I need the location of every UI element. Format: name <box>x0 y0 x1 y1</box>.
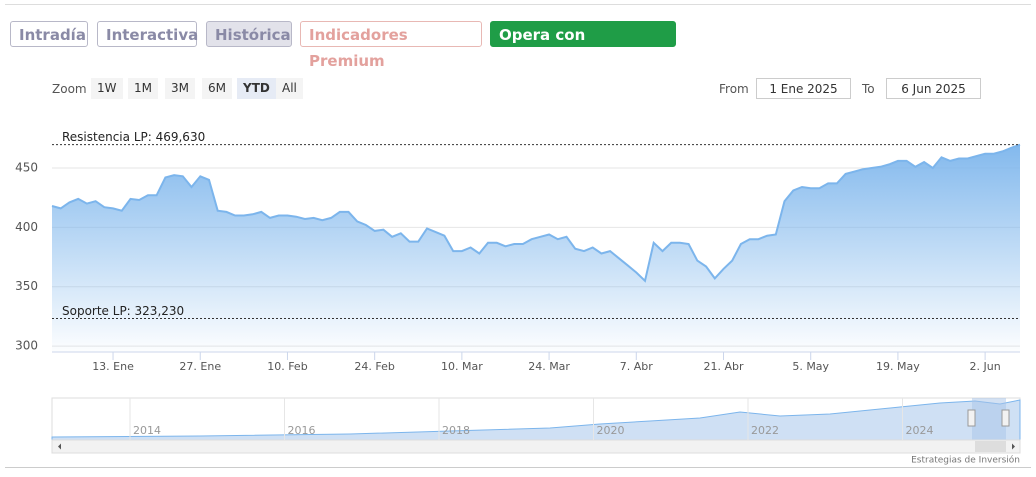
x-tick-label: 24. Feb <box>354 360 394 373</box>
navigator-year: 2022 <box>751 424 779 437</box>
zoom-button[interactable]: 6M <box>202 78 232 99</box>
level-label: Resistencia LP: 469,630 <box>62 130 205 144</box>
navigator-area <box>51 399 1021 441</box>
cta-button[interactable]: Opera con Freedom24 <box>490 21 676 70</box>
from-input[interactable]: 1 Ene 2025 <box>756 78 851 99</box>
x-tick-label: 10. Feb <box>267 360 307 373</box>
navigator-year: 2024 <box>906 424 934 437</box>
x-tick-label: 5. May <box>792 360 829 373</box>
y-tick-label: 400 <box>15 220 38 234</box>
tab[interactable]: Indicadores Premium <box>300 21 482 70</box>
to-label: To <box>862 82 875 96</box>
y-tick-label: 350 <box>15 279 38 293</box>
zoom-button[interactable]: 1M <box>128 78 158 99</box>
bottom-rule <box>5 467 1031 468</box>
from-label: From <box>719 82 749 96</box>
tab[interactable]: Intradía <box>10 21 88 47</box>
x-tick-label: 19. May <box>876 360 920 373</box>
zoom-label: Zoom <box>52 82 87 96</box>
navigator-year: 2014 <box>133 424 161 437</box>
x-tick-label: 7. Abr <box>620 360 653 373</box>
scrollbar[interactable] <box>51 439 1021 454</box>
x-tick-label: 10. Mar <box>441 360 483 373</box>
scrollbar-thumb[interactable] <box>975 441 1006 452</box>
tab-active[interactable]: Histórica <box>206 21 292 47</box>
x-tick-label: 2. Jun <box>970 360 1001 373</box>
y-tick-label: 450 <box>15 160 38 174</box>
zoom-button[interactable]: 3M <box>165 78 195 99</box>
navigator-year: 2018 <box>442 424 470 437</box>
navigator-handle[interactable] <box>967 409 976 427</box>
x-tick-label: 24. Mar <box>528 360 570 373</box>
zoom-button[interactable]: 1W <box>91 78 123 99</box>
zoom-button[interactable]: All <box>276 78 303 99</box>
area-fill <box>52 144 1020 352</box>
zoom-button-active[interactable]: YTD <box>237 78 276 99</box>
x-tick-label: 27. Ene <box>179 360 221 373</box>
navigator-handle[interactable] <box>1001 409 1010 427</box>
level-label: Soporte LP: 323,230 <box>62 304 184 318</box>
price-line <box>51 143 1021 283</box>
tab[interactable]: Interactiva <box>97 21 198 47</box>
x-tick-label: 21. Abr <box>703 360 743 373</box>
navigator-year: 2016 <box>288 424 316 437</box>
to-input[interactable]: 6 Jun 2025 <box>886 78 981 99</box>
credit: Estrategias de Inversión <box>911 455 1020 466</box>
y-tick-label: 300 <box>15 339 38 353</box>
top-rule <box>5 4 1031 5</box>
x-tick-label: 13. Ene <box>92 360 134 373</box>
navigator-mask <box>972 398 1006 440</box>
navigator-year: 2020 <box>597 424 625 437</box>
